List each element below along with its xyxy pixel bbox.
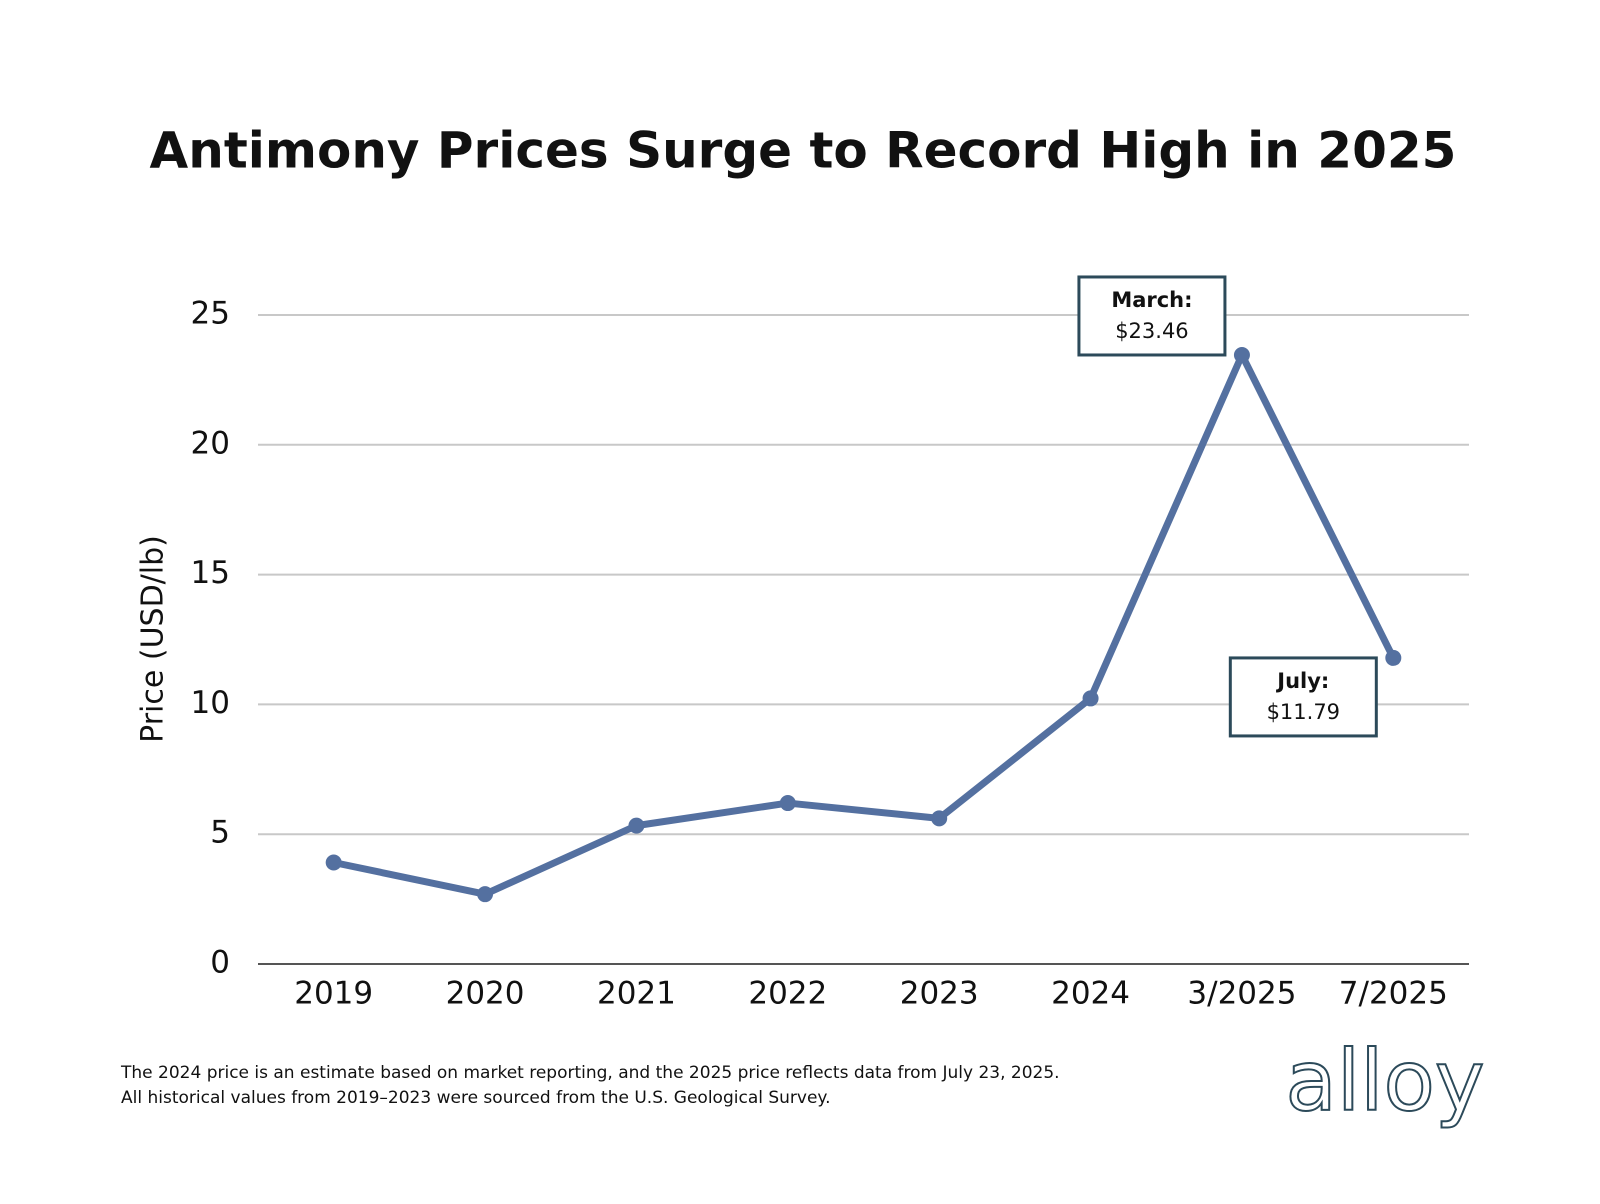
x-tick-label: 7/2025 (1339, 976, 1448, 1012)
annotation-box (1077, 275, 1227, 357)
y-tick-label: 0 (210, 945, 230, 981)
line (332, 351, 1397, 898)
x-tick-label: 2021 (597, 976, 676, 1012)
y-tick-label: 20 (191, 425, 230, 461)
x-tick-label: 2022 (748, 976, 827, 1012)
y-tick-label: 5 (210, 815, 230, 851)
chart-title: Antimony Prices Surge to Record High in … (150, 122, 1457, 180)
logo: alloy (1285, 1032, 1484, 1130)
x-tick-label: 2020 (446, 976, 525, 1012)
footnote: The 2024 price is an estimate based on m… (120, 1063, 1060, 1083)
x-tick-label: 3/2025 (1187, 976, 1296, 1012)
x-tick-label: 2024 (1051, 976, 1130, 1012)
point (477, 886, 494, 903)
point (779, 795, 796, 812)
y-tick-label: 15 (191, 555, 230, 591)
data-label: $11.79 (1267, 700, 1340, 724)
point (1233, 346, 1250, 363)
y-tick-label: 25 (191, 296, 230, 332)
annotation-title: March: (1111, 288, 1192, 312)
x-tick-label: 2023 (900, 976, 979, 1012)
annotation-box (1228, 656, 1378, 738)
point (628, 817, 645, 834)
point (1082, 690, 1099, 707)
point (931, 810, 948, 827)
y-tick-label: 10 (191, 685, 230, 721)
annotation-title: July: (1275, 669, 1329, 693)
y-axis-label: Price (USD/lb) (136, 535, 171, 743)
data-label: $23.46 (1115, 319, 1188, 343)
x-tick-label: 2019 (294, 976, 373, 1012)
point (1385, 649, 1402, 666)
point (325, 854, 342, 871)
footnote: All historical values from 2019–2023 wer… (121, 1088, 830, 1108)
